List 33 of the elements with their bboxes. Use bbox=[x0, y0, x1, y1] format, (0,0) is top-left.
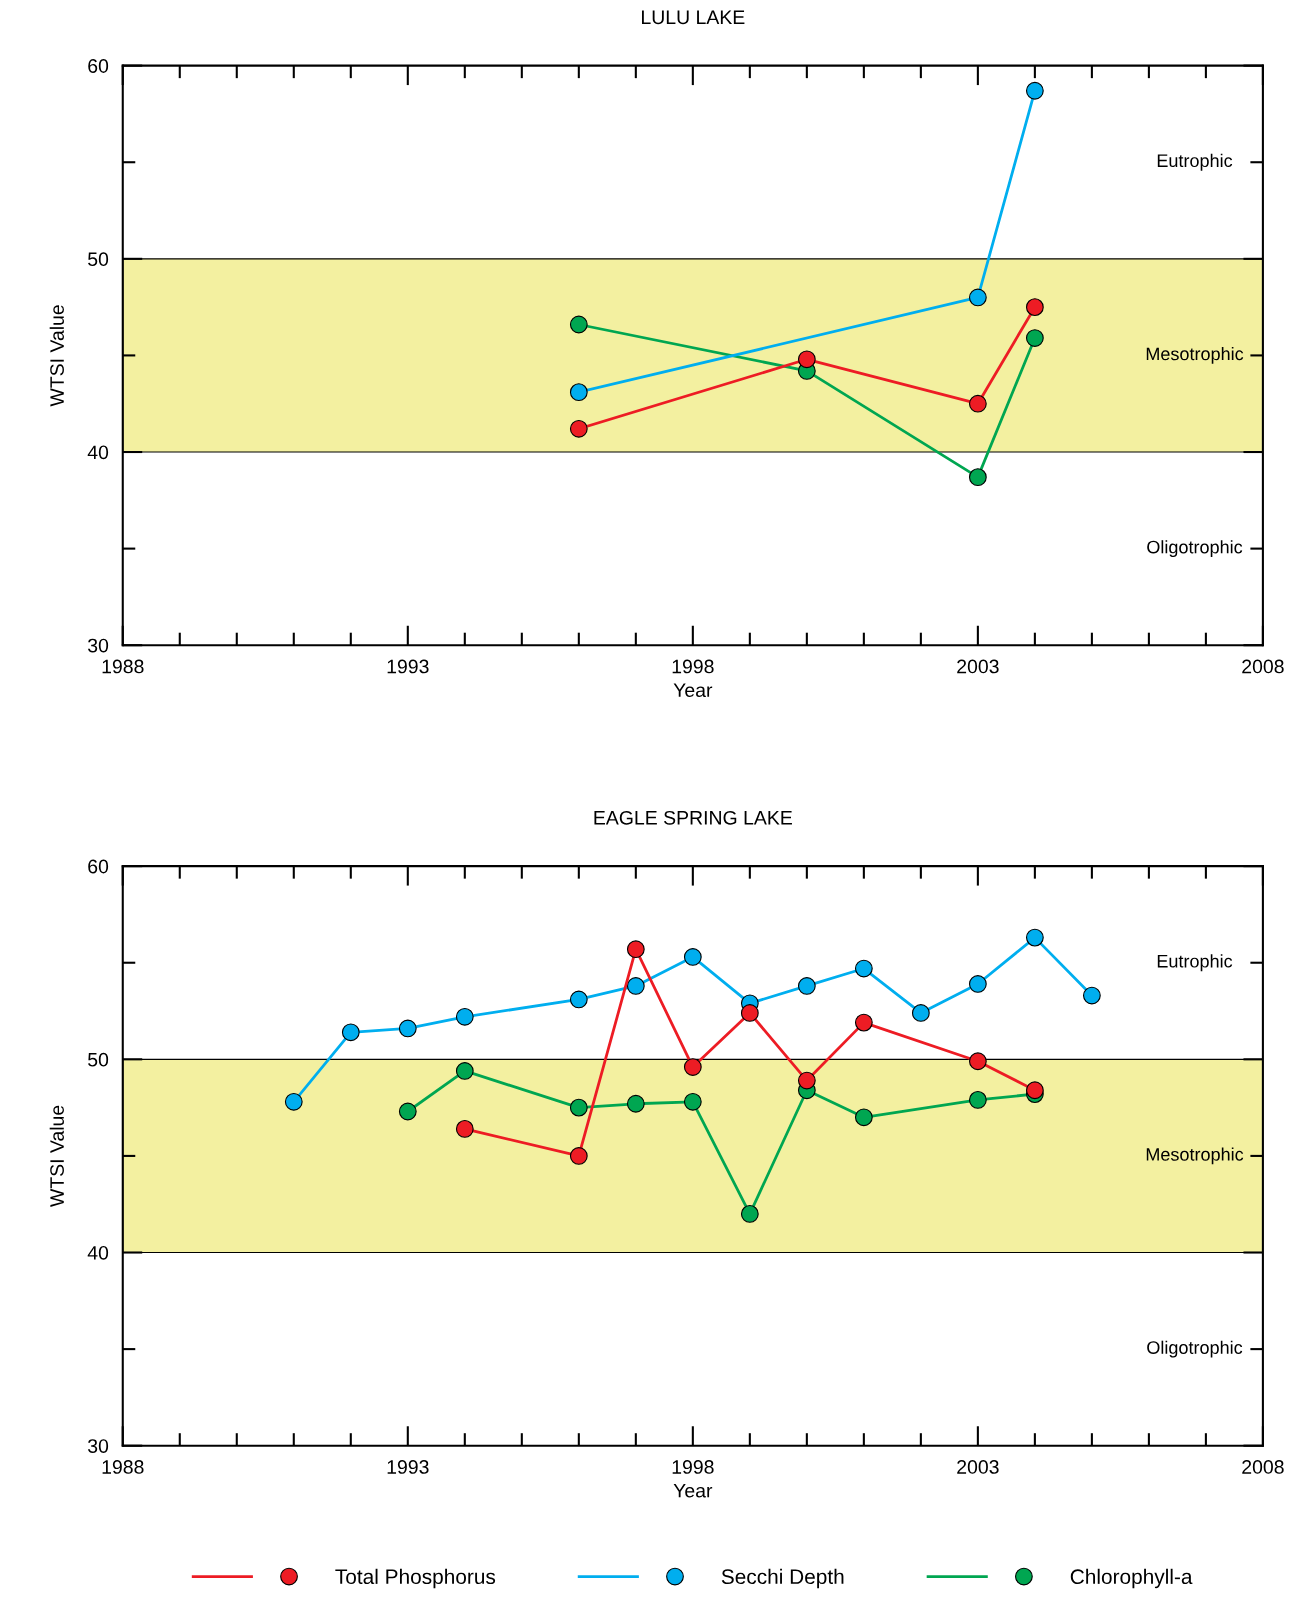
x-tick-label: 1993 bbox=[387, 1460, 429, 1474]
x-tick-label: 1993 bbox=[387, 659, 429, 674]
band-label: Mesotrophic bbox=[1146, 347, 1244, 364]
x-tick-label: 2008 bbox=[1242, 659, 1284, 674]
annotation: Oligotrophic bbox=[1147, 540, 1243, 558]
y-tick-label: 40 bbox=[87, 445, 109, 460]
x-tick-label: 2008 bbox=[1242, 1460, 1284, 1474]
x-tick-label: 2003 bbox=[957, 659, 999, 674]
legend-label: Chlorophyll-a bbox=[1070, 1568, 1193, 1589]
legend-label: Secchi Depth bbox=[721, 1568, 844, 1589]
chart-title: LULU LAKE bbox=[642, 10, 745, 25]
annotation: Eutrophic bbox=[1157, 954, 1233, 972]
x-axis-title: Year bbox=[673, 683, 713, 698]
y-tick-label: 30 bbox=[87, 1439, 109, 1453]
y-tick-label: 50 bbox=[88, 1052, 109, 1067]
y-tick-label: 50 bbox=[88, 252, 109, 267]
y-tick-label: 40 bbox=[87, 1245, 109, 1260]
legend-label: Total Phosphorus bbox=[335, 1568, 496, 1589]
x-axis-title: Year bbox=[673, 1483, 713, 1498]
y-axis-title: WTSI Value bbox=[49, 305, 64, 407]
x-tick-label: 1998 bbox=[672, 1460, 714, 1474]
y-tick-label: 60 bbox=[88, 859, 109, 874]
x-tick-label: 2003 bbox=[957, 1460, 999, 1474]
annotation: Oligotrophic bbox=[1147, 1340, 1243, 1358]
y-tick-label: 60 bbox=[88, 59, 109, 73]
x-tick-label: 1998 bbox=[672, 659, 714, 674]
annotation: Eutrophic bbox=[1157, 153, 1233, 171]
x-tick-label: 1988 bbox=[102, 659, 144, 674]
band-label: Mesotrophic bbox=[1146, 1147, 1244, 1165]
y-axis-title: WTSI Value bbox=[49, 1105, 64, 1207]
y-tick-label: 30 bbox=[87, 638, 109, 653]
chart-title: EAGLE SPRING LAKE bbox=[594, 810, 792, 825]
x-tick-label: 1988 bbox=[102, 1460, 144, 1474]
